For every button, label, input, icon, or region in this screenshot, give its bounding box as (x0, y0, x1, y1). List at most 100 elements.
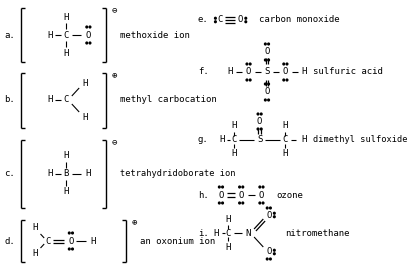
Text: S: S (264, 68, 270, 77)
Text: O: O (264, 88, 270, 97)
Text: H: H (47, 169, 52, 178)
Text: O: O (266, 210, 272, 219)
Circle shape (215, 17, 216, 19)
Text: sulfuric acid: sulfuric acid (313, 68, 383, 77)
Circle shape (268, 59, 269, 61)
Text: ⊖: ⊖ (111, 138, 117, 147)
Circle shape (218, 202, 220, 204)
Circle shape (268, 99, 269, 101)
Circle shape (242, 186, 243, 188)
Circle shape (68, 232, 70, 234)
Text: C: C (64, 31, 69, 39)
Circle shape (268, 43, 269, 45)
Text: C: C (225, 228, 231, 238)
Text: dimethyl sulfoxide: dimethyl sulfoxide (313, 135, 408, 144)
Circle shape (242, 202, 243, 204)
Circle shape (259, 186, 261, 188)
Text: C: C (231, 135, 236, 144)
Text: H: H (90, 236, 96, 246)
Text: H: H (64, 13, 69, 22)
Circle shape (68, 248, 70, 250)
Circle shape (249, 63, 251, 65)
Text: methoxide ion: methoxide ion (120, 31, 189, 39)
Circle shape (262, 202, 264, 204)
Circle shape (245, 17, 247, 19)
Text: O: O (86, 31, 91, 39)
Circle shape (259, 202, 261, 204)
Text: ⊕: ⊕ (111, 70, 117, 80)
Text: O: O (264, 48, 270, 56)
Text: N: N (246, 228, 251, 238)
Text: H: H (64, 152, 69, 160)
Circle shape (239, 186, 241, 188)
Circle shape (249, 79, 251, 81)
Circle shape (262, 186, 264, 188)
Text: C: C (64, 95, 69, 105)
Text: O: O (246, 68, 251, 77)
Circle shape (286, 63, 288, 65)
Circle shape (239, 202, 241, 204)
Text: carbon monoxide: carbon monoxide (259, 15, 339, 24)
Circle shape (264, 83, 266, 85)
Circle shape (257, 113, 259, 115)
Circle shape (264, 43, 266, 45)
Circle shape (283, 63, 285, 65)
Circle shape (274, 212, 275, 214)
Text: h.: h. (198, 190, 209, 200)
Text: ozone: ozone (276, 190, 303, 200)
Text: S: S (257, 135, 262, 144)
Text: ⊖: ⊖ (111, 6, 117, 15)
Circle shape (274, 253, 275, 255)
Circle shape (283, 79, 285, 81)
Text: f.: f. (198, 68, 209, 77)
Circle shape (268, 83, 269, 85)
Circle shape (246, 79, 248, 81)
Circle shape (260, 128, 262, 130)
Text: H: H (32, 223, 38, 232)
Text: H: H (47, 95, 52, 105)
Text: H: H (86, 169, 91, 178)
Text: O: O (266, 247, 272, 256)
Circle shape (286, 79, 288, 81)
Circle shape (222, 186, 223, 188)
Text: H: H (225, 243, 231, 251)
Circle shape (269, 258, 271, 260)
Text: c.: c. (5, 169, 16, 178)
Circle shape (86, 26, 88, 28)
Text: H: H (228, 68, 233, 77)
Circle shape (245, 21, 247, 23)
Circle shape (72, 248, 73, 250)
Circle shape (89, 26, 91, 28)
Text: O: O (68, 236, 74, 246)
Circle shape (257, 128, 259, 130)
Text: H: H (64, 188, 69, 197)
Circle shape (266, 207, 268, 209)
Circle shape (215, 21, 216, 23)
Text: H: H (225, 214, 231, 223)
Text: H: H (301, 68, 306, 77)
Circle shape (72, 232, 73, 234)
Text: H: H (82, 113, 88, 122)
Text: H: H (219, 135, 225, 144)
Circle shape (246, 63, 248, 65)
Circle shape (264, 59, 266, 61)
Text: H: H (214, 228, 219, 238)
Text: methyl carbocation: methyl carbocation (120, 95, 217, 105)
Circle shape (89, 42, 91, 44)
Circle shape (264, 99, 266, 101)
Text: H: H (82, 78, 88, 88)
Text: O: O (283, 68, 288, 77)
Text: O: O (238, 15, 243, 24)
Text: H: H (301, 135, 306, 144)
Circle shape (222, 202, 223, 204)
Text: b.: b. (5, 95, 16, 105)
Text: e.: e. (198, 15, 209, 24)
Text: O: O (238, 190, 244, 200)
Text: g.: g. (198, 135, 209, 144)
Circle shape (274, 216, 275, 218)
Text: C: C (283, 135, 288, 144)
Text: ⊕: ⊕ (132, 218, 137, 227)
Text: d.: d. (5, 236, 16, 246)
Circle shape (86, 42, 88, 44)
Circle shape (269, 207, 271, 209)
